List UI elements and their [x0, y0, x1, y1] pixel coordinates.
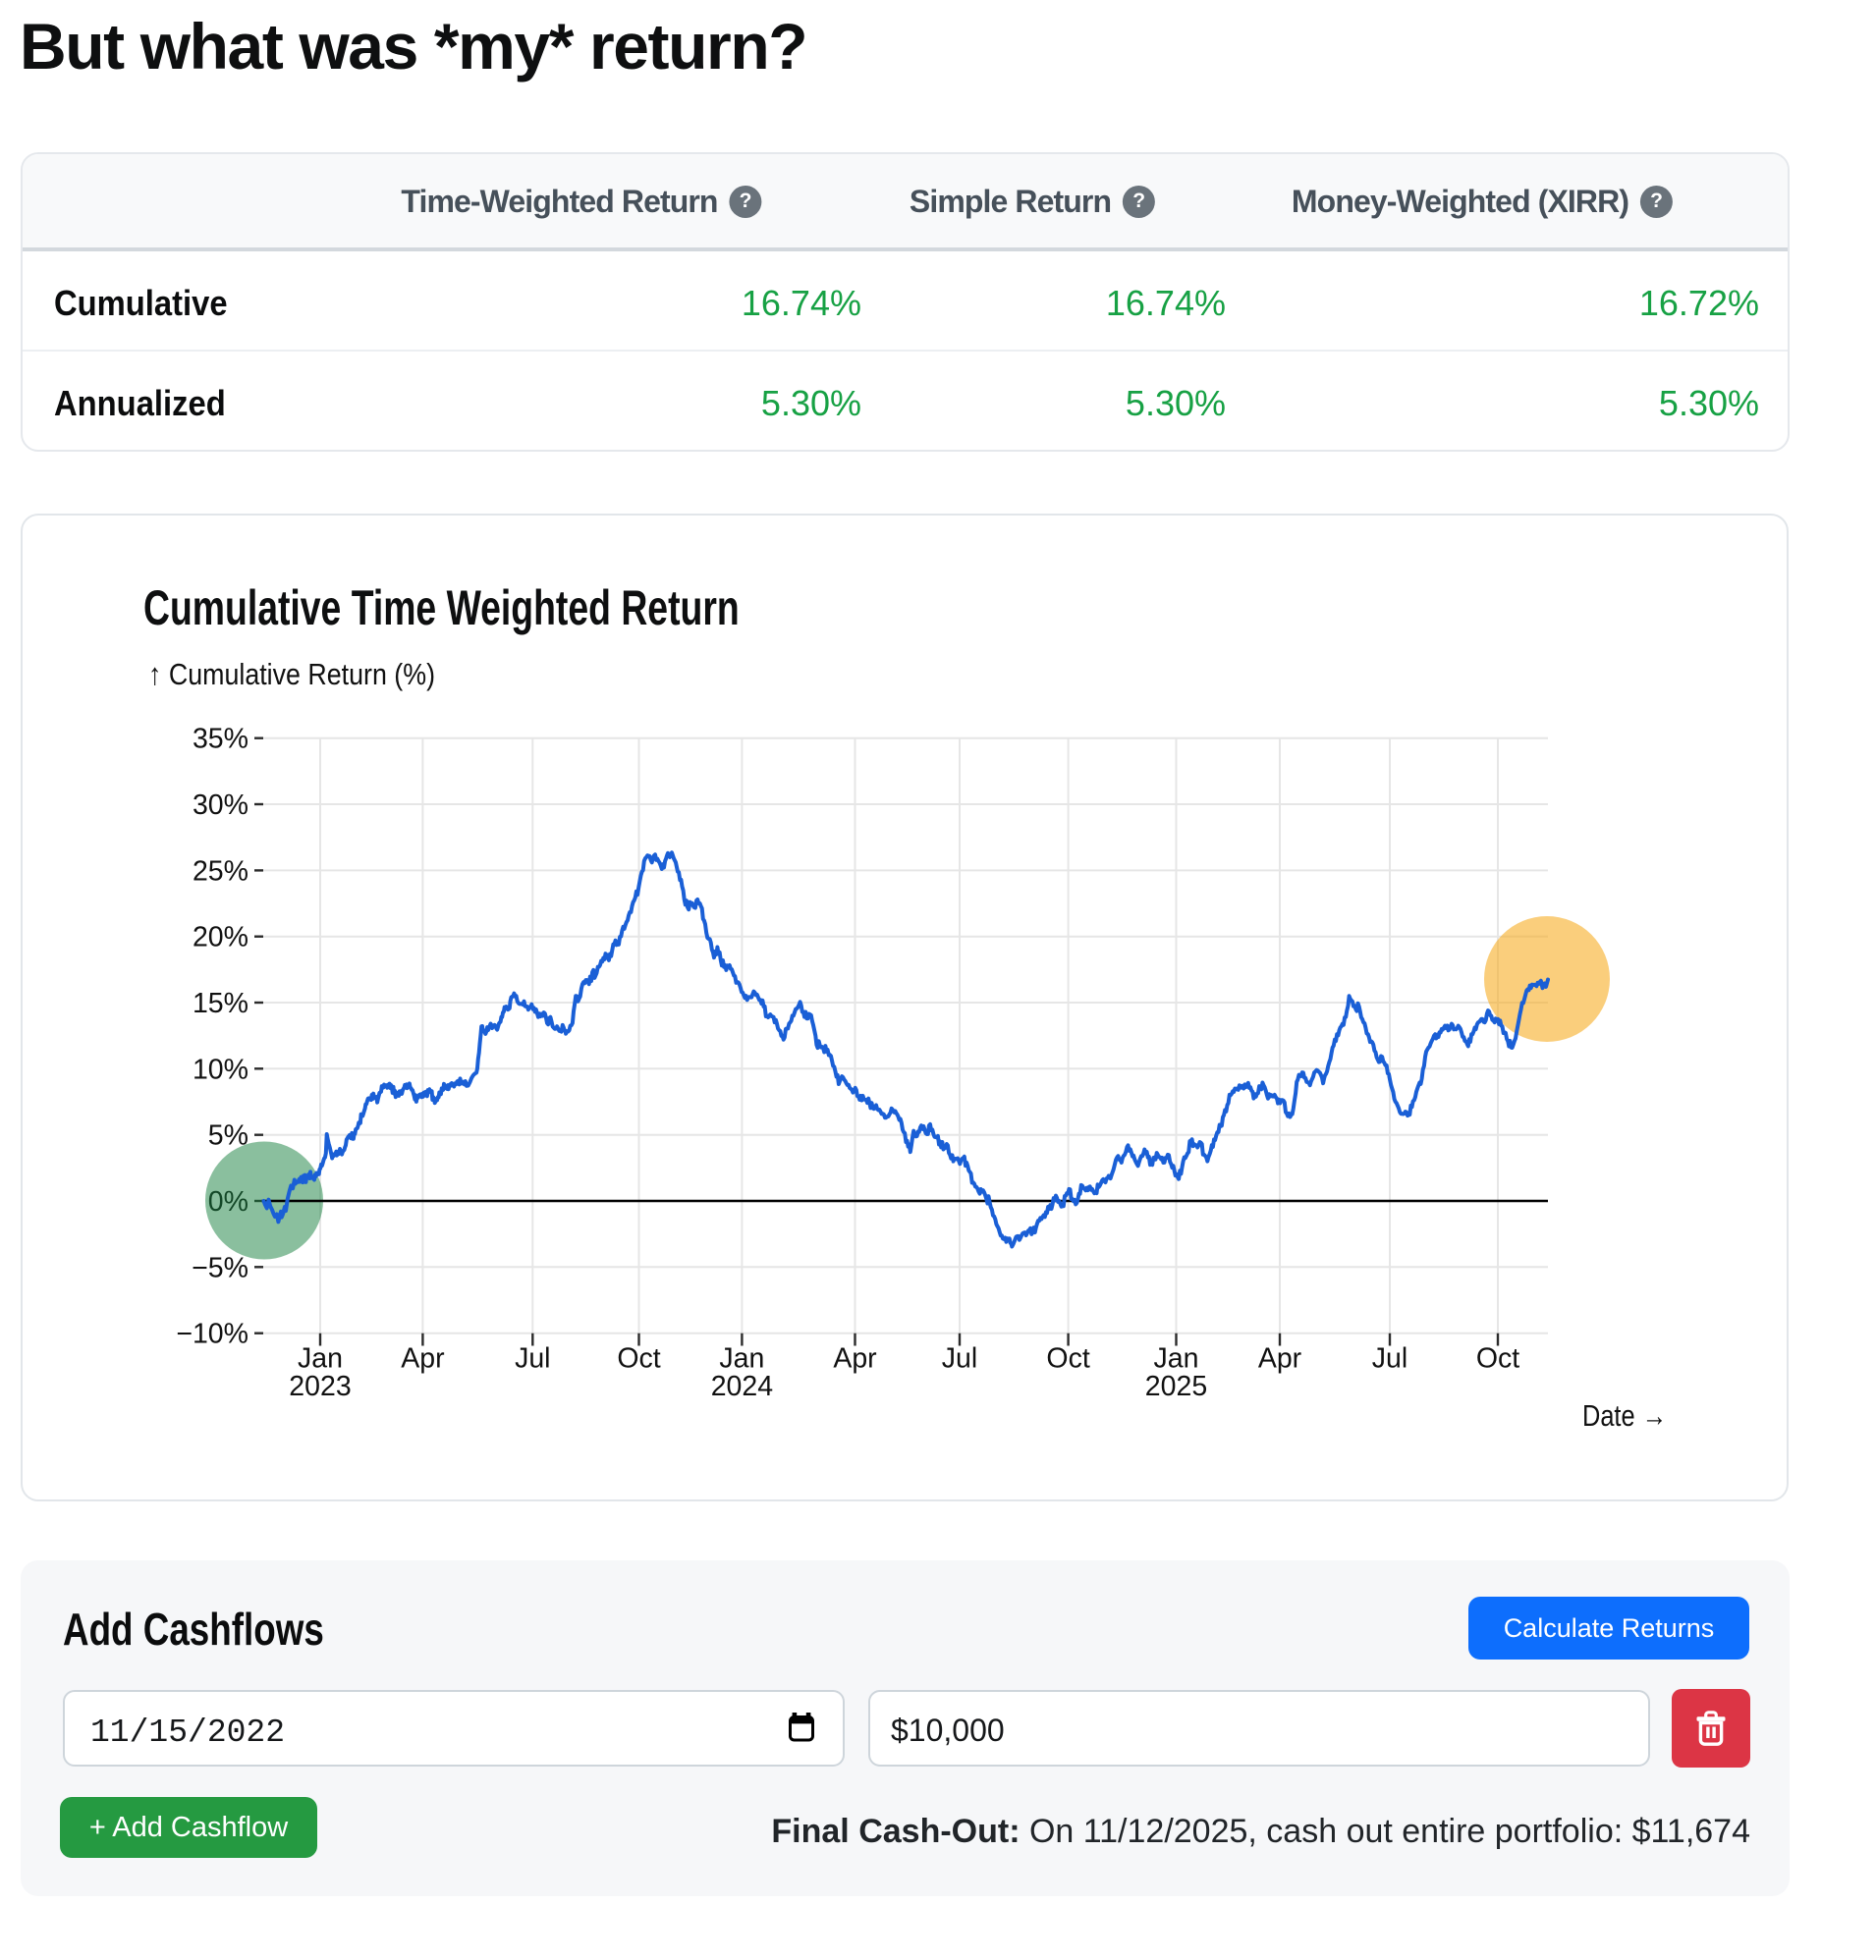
svg-text:Jan: Jan	[1154, 1343, 1199, 1375]
svg-text:Jul: Jul	[942, 1343, 977, 1375]
svg-text:Jan: Jan	[719, 1343, 764, 1375]
svg-text:30%: 30%	[193, 789, 248, 821]
svg-text:2023: 2023	[289, 1371, 351, 1402]
svg-text:Oct: Oct	[1476, 1343, 1519, 1375]
svg-text:Jan: Jan	[298, 1343, 343, 1375]
svg-text:10%: 10%	[193, 1054, 248, 1085]
svg-text:Oct: Oct	[1046, 1343, 1089, 1375]
svg-text:−10%: −10%	[176, 1319, 248, 1350]
svg-text:Apr: Apr	[833, 1343, 877, 1375]
svg-text:2024: 2024	[711, 1371, 774, 1402]
svg-text:Jul: Jul	[515, 1343, 550, 1375]
svg-text:20%: 20%	[193, 922, 248, 953]
svg-text:2025: 2025	[1145, 1371, 1207, 1402]
svg-text:↑ Cumulative Return (%): ↑ Cumulative Return (%)	[148, 657, 435, 691]
svg-text:Date →: Date →	[1582, 1398, 1667, 1433]
svg-text:35%: 35%	[193, 724, 248, 755]
svg-text:Oct: Oct	[617, 1343, 660, 1375]
svg-text:Jul: Jul	[1372, 1343, 1407, 1375]
svg-text:25%: 25%	[193, 855, 248, 887]
svg-text:15%: 15%	[193, 988, 248, 1019]
svg-text:−5%: −5%	[192, 1252, 248, 1283]
svg-text:Apr: Apr	[1258, 1343, 1302, 1375]
svg-text:Apr: Apr	[401, 1343, 445, 1375]
